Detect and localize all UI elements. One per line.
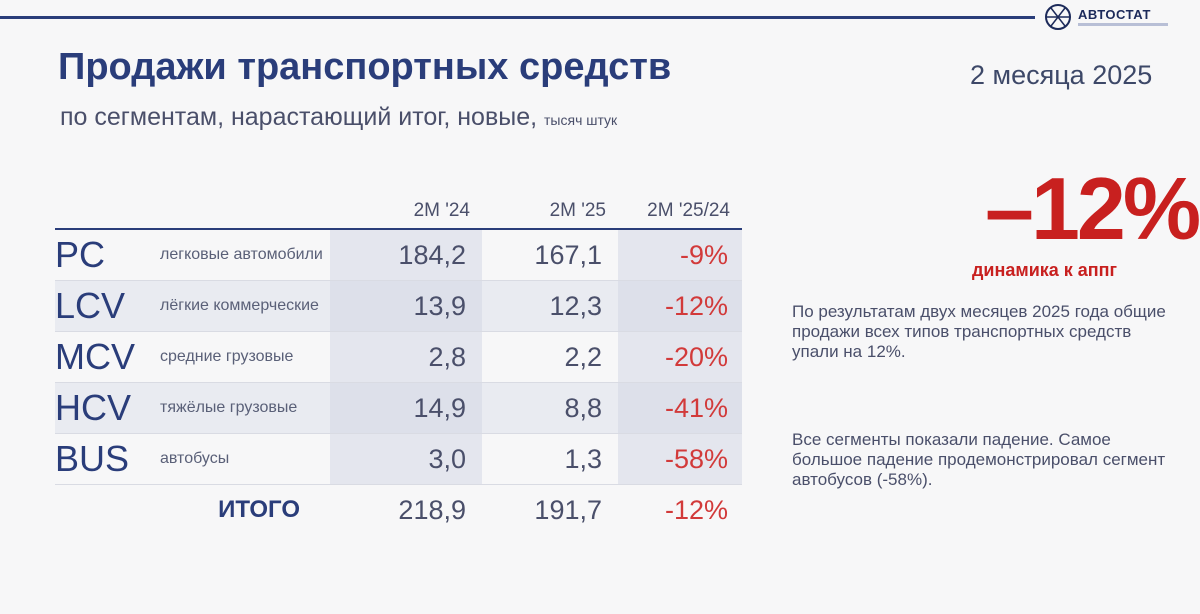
value-2m24: 3,0: [330, 433, 482, 485]
table-row: LCV лёгкие коммерческие 13,9 12,3 -12%: [55, 280, 742, 332]
autostat-logo: АВТОСТАТ: [1040, 0, 1200, 34]
column-header-2m24: 2M '24: [330, 194, 482, 230]
period-label: 2 месяца 2025: [970, 60, 1153, 90]
total-label: ИТОГО: [218, 496, 300, 523]
segment-code: HCV: [55, 382, 160, 434]
page-subtitle: по сегментам, нарастающий итог, новые, т…: [60, 103, 617, 132]
total-2m24: 218,9: [398, 494, 466, 525]
change-percent: -9%: [618, 229, 742, 281]
logo-text: АВТОСТАТ: [1078, 7, 1151, 22]
segment-description: средние грузовые: [160, 331, 330, 383]
segment-description: тяжёлые грузовые: [160, 382, 330, 434]
table-row: HCV тяжёлые грузовые 14,9 8,8 -41%: [55, 382, 742, 434]
headline-change: –12%: [985, 159, 1200, 258]
segment-code: PC: [55, 229, 160, 281]
header-blank-code: [55, 194, 160, 230]
summary-note-1: По результатам двух месяцев 2025 года об…: [792, 302, 1166, 361]
subtitle-text: по сегментам, нарастающий итог, новые,: [60, 103, 538, 131]
total-row: ИТОГО 218,9 191,7 -12%: [55, 485, 742, 536]
change-percent: -41%: [618, 382, 742, 434]
value-2m25: 167,1: [482, 229, 618, 281]
value-2m24: 184,2: [330, 229, 482, 281]
segment-description: лёгкие коммерческие: [160, 280, 330, 332]
table-row: PC легковые автомобили 184,2 167,1 -9%: [55, 229, 742, 281]
change-percent: -20%: [618, 331, 742, 383]
table-header-row: 2M '24 2M '25 2M '25/24: [55, 194, 742, 230]
header-blank-desc: [160, 194, 330, 230]
table-row: MCV средние грузовые 2,8 2,2 -20%: [55, 331, 742, 383]
total-2m25: 191,7: [534, 494, 602, 525]
column-header-2m25: 2M '25: [482, 194, 618, 230]
unit-label: тысяч штук: [544, 112, 618, 128]
logo-underline: [1078, 23, 1168, 26]
value-2m25: 12,3: [482, 280, 618, 332]
column-header-change: 2M '25/24: [618, 194, 742, 230]
segment-code: BUS: [55, 433, 160, 485]
total-change: -12%: [664, 494, 728, 525]
value-2m24: 14,9: [330, 382, 482, 434]
value-2m25: 2,2: [482, 331, 618, 383]
segment-code: LCV: [55, 280, 160, 332]
segment-description: легковые автомобили: [160, 229, 330, 281]
table-row: BUS автобусы 3,0 1,3 -58%: [55, 433, 742, 485]
summary-note-2: Все сегменты показали падение. Самое бол…: [792, 430, 1166, 489]
value-2m24: 13,9: [330, 280, 482, 332]
segments-table: 2M '24 2M '25 2M '25/24 PC легковые авто…: [55, 194, 742, 535]
page-title: Продажи транспортных средств: [58, 46, 672, 88]
value-2m24: 2,8: [330, 331, 482, 383]
change-percent: -12%: [618, 280, 742, 332]
headline-change-label: динамика к аппг: [972, 260, 1118, 280]
segment-description: автобусы: [160, 433, 330, 485]
change-percent: -58%: [618, 433, 742, 485]
top-divider: [0, 16, 1035, 19]
logo-mark-icon: [1045, 4, 1071, 30]
segment-code: MCV: [55, 331, 160, 383]
value-2m25: 1,3: [482, 433, 618, 485]
value-2m25: 8,8: [482, 382, 618, 434]
